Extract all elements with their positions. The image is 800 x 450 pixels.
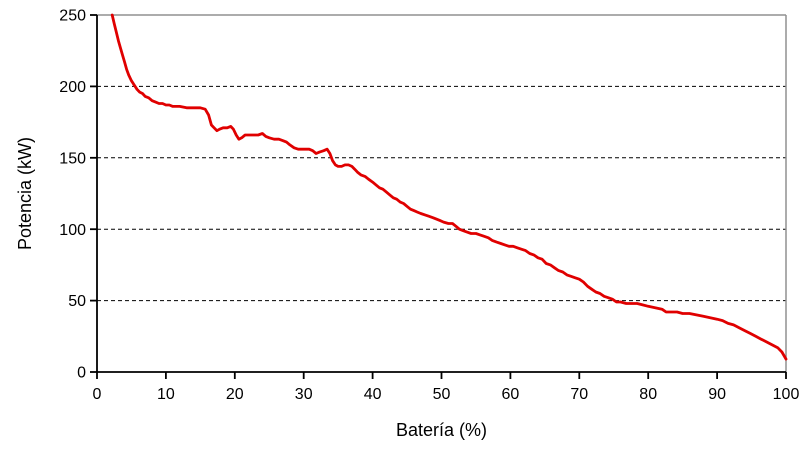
x-tick-label: 80 [639, 386, 657, 403]
y-tick-label: 100 [59, 222, 86, 239]
x-tick-label: 70 [570, 386, 588, 403]
data-series-line [110, 13, 788, 361]
x-tick-label: 100 [773, 386, 800, 403]
y-tick-label: 0 [77, 365, 86, 382]
x-tick-label: 30 [295, 386, 313, 403]
x-tick-label: 60 [502, 386, 520, 403]
x-axis-title: Batería (%) [396, 420, 487, 440]
y-tick-label: 200 [59, 79, 86, 96]
y-tick-label: 150 [59, 150, 86, 167]
x-tick-label: 0 [93, 386, 102, 403]
plot-border [97, 14, 787, 372]
x-tick-label: 50 [433, 386, 451, 403]
y-axis-title: Potencia (kW) [15, 137, 35, 250]
tick-marks [90, 14, 787, 379]
x-tick-label: 10 [157, 386, 175, 403]
y-tick-label: 50 [68, 293, 86, 310]
x-tick-label: 40 [364, 386, 382, 403]
y-axis-tick-labels: 0 50 100 150 200 250 [59, 8, 86, 382]
axes [96, 15, 786, 373]
x-tick-label: 90 [708, 386, 726, 403]
y-tick-label: 250 [59, 8, 86, 25]
x-axis-tick-labels: 0 10 20 30 40 50 60 70 80 90 100 [93, 386, 800, 403]
x-tick-label: 20 [226, 386, 244, 403]
horizontal-gridlines [97, 85, 786, 302]
